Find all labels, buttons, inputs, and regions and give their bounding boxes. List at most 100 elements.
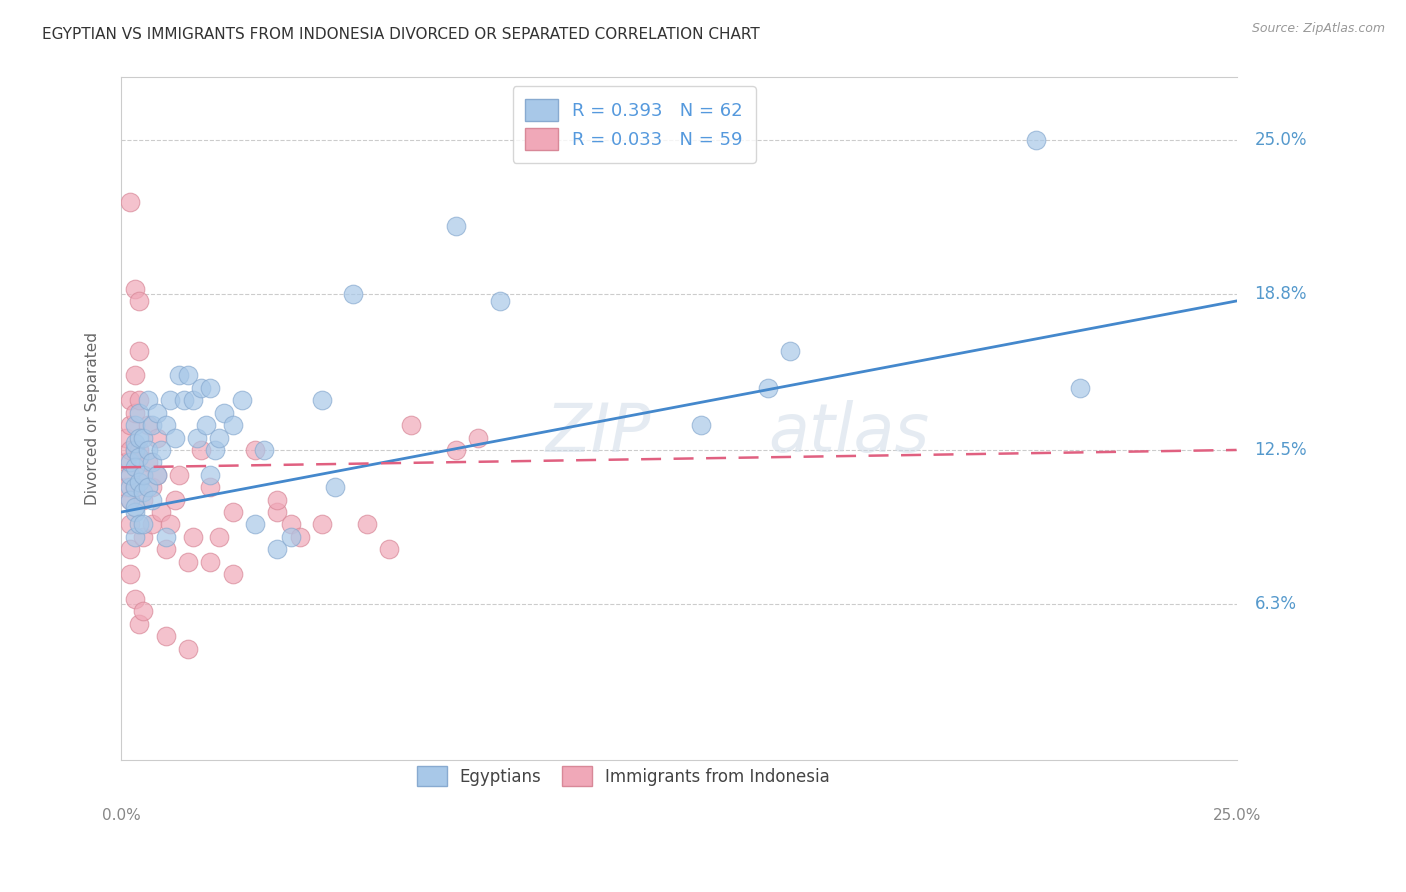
Text: atlas: atlas xyxy=(768,400,929,466)
Point xyxy=(141,517,163,532)
Point xyxy=(120,418,142,433)
Point xyxy=(150,505,173,519)
Point xyxy=(124,442,146,457)
Point xyxy=(204,442,226,457)
Point xyxy=(221,418,243,433)
Point xyxy=(467,431,489,445)
Point xyxy=(132,485,155,500)
Point xyxy=(141,418,163,433)
Text: 18.8%: 18.8% xyxy=(1254,285,1308,302)
Point xyxy=(200,480,222,494)
Point xyxy=(177,641,200,656)
Point xyxy=(167,368,190,383)
Point xyxy=(323,480,346,494)
Point xyxy=(253,442,276,457)
Point xyxy=(128,393,150,408)
Point xyxy=(231,393,253,408)
Point xyxy=(132,467,155,482)
Point xyxy=(186,431,208,445)
Text: Source: ZipAtlas.com: Source: ZipAtlas.com xyxy=(1251,22,1385,36)
Point xyxy=(200,381,222,395)
Point xyxy=(163,492,186,507)
Point xyxy=(200,467,222,482)
Point xyxy=(128,517,150,532)
Point xyxy=(163,431,186,445)
Text: ZIP: ZIP xyxy=(546,400,651,466)
Point xyxy=(243,442,266,457)
Point xyxy=(132,431,155,445)
Text: 12.5%: 12.5% xyxy=(1254,441,1308,459)
Point xyxy=(150,442,173,457)
Point xyxy=(177,555,200,569)
Point xyxy=(124,500,146,514)
Point xyxy=(136,442,159,457)
Point xyxy=(124,368,146,383)
Point xyxy=(155,542,177,557)
Text: 0.0%: 0.0% xyxy=(101,808,141,823)
Point xyxy=(378,542,401,557)
Point xyxy=(212,406,235,420)
Point xyxy=(190,381,212,395)
Point xyxy=(120,455,142,469)
Point xyxy=(124,530,146,544)
Point xyxy=(120,492,142,507)
Point xyxy=(444,219,467,234)
Point xyxy=(690,418,713,433)
Point xyxy=(288,530,311,544)
Point xyxy=(124,505,146,519)
Text: 25.0%: 25.0% xyxy=(1254,130,1308,149)
Point xyxy=(128,475,150,490)
Point xyxy=(136,393,159,408)
Point xyxy=(200,555,222,569)
Point xyxy=(114,431,136,445)
Point xyxy=(141,480,163,494)
Point xyxy=(114,455,136,469)
Point xyxy=(120,517,142,532)
Point xyxy=(266,492,288,507)
Point xyxy=(124,480,146,494)
Point xyxy=(167,467,190,482)
Point xyxy=(132,517,155,532)
Point xyxy=(120,542,142,557)
Text: 25.0%: 25.0% xyxy=(1212,808,1261,823)
Point xyxy=(311,517,333,532)
Point xyxy=(146,467,169,482)
Point xyxy=(177,368,200,383)
Point xyxy=(128,450,150,465)
Point xyxy=(221,505,243,519)
Point xyxy=(208,530,231,544)
Point xyxy=(159,393,181,408)
Point xyxy=(208,431,231,445)
Point xyxy=(128,442,150,457)
Point xyxy=(136,418,159,433)
Point xyxy=(181,393,204,408)
Point xyxy=(194,418,217,433)
Point xyxy=(399,418,422,433)
Legend: Egyptians, Immigrants from Indonesia: Egyptians, Immigrants from Indonesia xyxy=(409,759,837,793)
Point xyxy=(173,393,195,408)
Point xyxy=(141,455,163,469)
Point xyxy=(120,567,142,582)
Point xyxy=(356,517,378,532)
Point xyxy=(120,467,142,482)
Point xyxy=(146,431,169,445)
Point xyxy=(311,393,333,408)
Point xyxy=(266,505,288,519)
Point xyxy=(146,467,169,482)
Point xyxy=(120,480,142,494)
Point xyxy=(128,431,150,445)
Point xyxy=(120,467,142,482)
Point xyxy=(266,542,288,557)
Point xyxy=(128,406,150,420)
Point xyxy=(132,467,155,482)
Point xyxy=(190,442,212,457)
Point xyxy=(146,406,169,420)
Point xyxy=(124,591,146,606)
Point xyxy=(136,455,159,469)
Point xyxy=(124,460,146,475)
Point xyxy=(141,492,163,507)
Point xyxy=(124,281,146,295)
Point xyxy=(155,530,177,544)
Point xyxy=(280,517,302,532)
Point xyxy=(155,418,177,433)
